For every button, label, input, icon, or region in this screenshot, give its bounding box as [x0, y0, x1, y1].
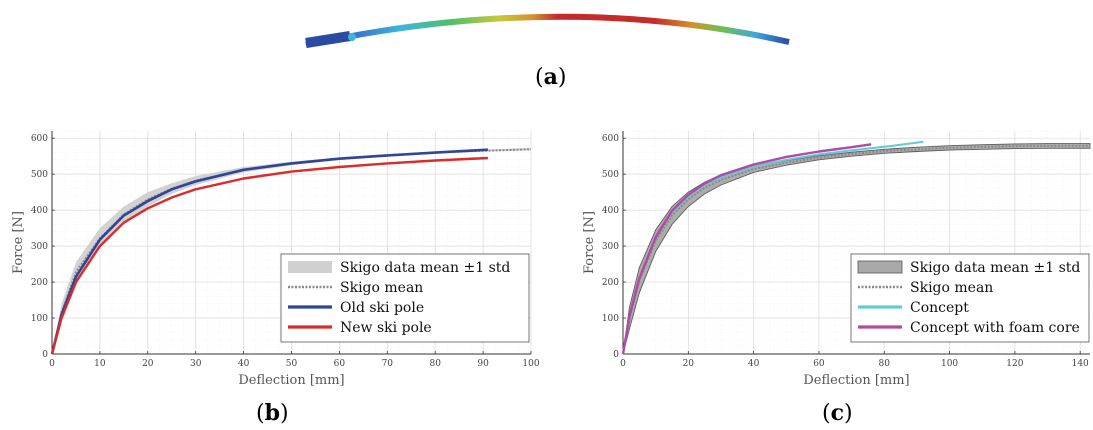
legend-label: Old ski pole — [340, 300, 424, 316]
y-tick-label: 0 — [42, 350, 48, 360]
x-tick-label: 0 — [49, 359, 55, 369]
panel-label-a: (a) — [535, 64, 566, 90]
series-line-old-ski-pole — [50, 148, 488, 355]
deformed-pole-visual — [305, 13, 790, 48]
y-tick-label: 200 — [31, 278, 48, 288]
x-tick-label: 70 — [382, 359, 394, 369]
y-tick-label: 200 — [602, 278, 619, 288]
x-tick-label: 40 — [238, 359, 250, 369]
y-tick-label: 400 — [602, 206, 619, 216]
legend-label: Concept with foam core — [910, 320, 1080, 336]
panel-label-b: (b) — [256, 400, 289, 426]
x-tick-label: 100 — [522, 359, 539, 369]
chart-c: 0 20 40 60 80 100 120 140 0 100 200 300 400 500 600 Def… — [582, 130, 1091, 388]
y-axis-title: Force [N] — [11, 211, 26, 274]
x-tick-label: 0 — [620, 359, 626, 369]
legend: Skigo data mean ±1 std Skigo mean Old ski … — [280, 253, 530, 343]
x-tick-label: 10 — [94, 359, 106, 369]
series-line-skigo-mean — [622, 144, 1090, 355]
x-tick-label: 50 — [286, 359, 298, 369]
legend-label: New ski pole — [340, 320, 432, 336]
x-tick-label: 80 — [879, 359, 891, 369]
x-tick-label: 60 — [334, 359, 346, 369]
legend-label: Concept — [910, 300, 969, 316]
y-tick-label: 100 — [31, 314, 48, 324]
series-line-concept-with-foam-core — [621, 143, 872, 355]
legend-label: Skigo data mean ±1 std — [910, 260, 1080, 276]
y-tick-label: 300 — [31, 242, 48, 252]
y-tick-label: 500 — [602, 170, 619, 180]
legend-label: Skigo mean — [910, 280, 993, 296]
series-line-new-ski-pole — [50, 156, 488, 355]
panel-label-c: (c) — [822, 400, 853, 426]
x-tick-label: 20 — [142, 359, 154, 369]
y-tick-label: 500 — [31, 170, 48, 180]
x-tick-label: 120 — [1006, 359, 1023, 369]
y-tick-label: 100 — [602, 314, 619, 324]
x-tick-label: 30 — [190, 359, 202, 369]
x-tick-label: 60 — [813, 359, 825, 369]
legend-swatch-band — [857, 260, 903, 274]
legend-label: Skigo data mean ±1 std — [340, 260, 510, 276]
legend: Skigo data mean ±1 std Skigo mean Concept C… — [850, 253, 1090, 343]
y-tick-label: 300 — [602, 242, 619, 252]
y-tick-label: 600 — [31, 134, 48, 144]
legend-swatch-band — [288, 261, 332, 273]
chart-b: 0 10 20 30 40 50 60 70 80 90 100 0 100 200 300 400 500 60… — [11, 130, 540, 388]
x-axis-title: Deflection [mm] — [238, 373, 344, 388]
x-tick-label: 140 — [1072, 359, 1089, 369]
x-tick-label: 90 — [477, 359, 489, 369]
x-tick-label: 100 — [941, 359, 958, 369]
y-tick-label: 400 — [31, 206, 48, 216]
y-axis-title: Force [N] — [582, 211, 597, 274]
x-tick-label: 20 — [683, 359, 695, 369]
y-tick-label: 600 — [602, 134, 619, 144]
x-tick-label: 80 — [429, 359, 441, 369]
y-tick-label: 0 — [613, 350, 619, 360]
x-axis-title: Deflection [mm] — [803, 373, 909, 388]
legend-label: Skigo mean — [340, 280, 423, 296]
x-tick-label: 40 — [748, 359, 760, 369]
